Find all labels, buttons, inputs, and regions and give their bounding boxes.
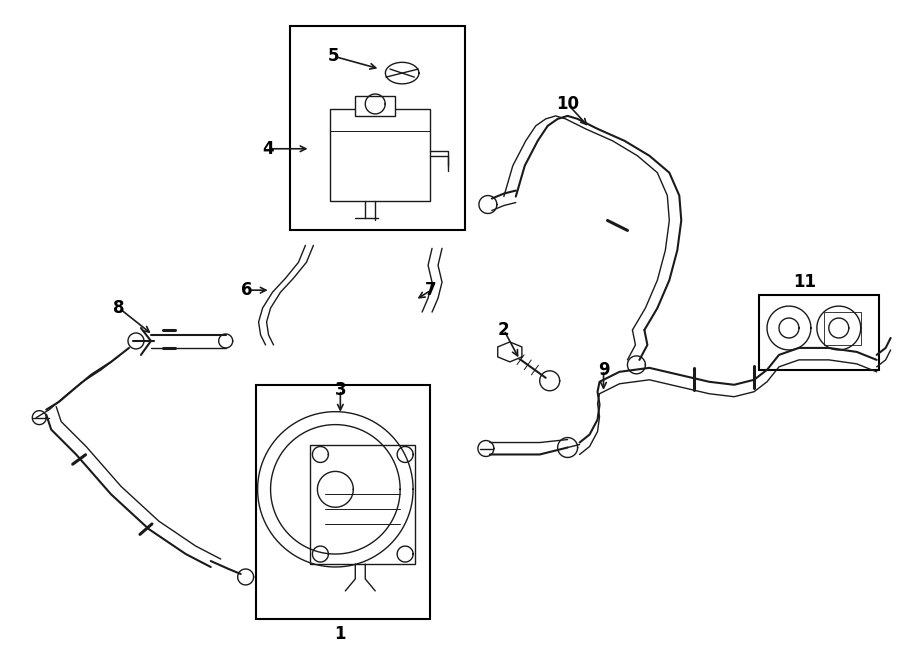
Bar <box>310 444 415 564</box>
Text: 6: 6 <box>241 281 252 299</box>
Polygon shape <box>498 342 522 362</box>
Bar <box>291 26 465 231</box>
Polygon shape <box>385 62 418 84</box>
Text: 8: 8 <box>113 299 125 317</box>
Text: 10: 10 <box>556 95 579 113</box>
Text: 3: 3 <box>335 381 346 399</box>
Bar <box>330 109 430 200</box>
Text: 7: 7 <box>425 281 436 299</box>
Bar <box>256 385 430 619</box>
Text: 4: 4 <box>262 139 274 158</box>
Bar <box>356 96 395 116</box>
Bar <box>824 312 860 345</box>
Text: 11: 11 <box>794 273 816 292</box>
Text: 2: 2 <box>498 321 509 339</box>
Bar <box>759 295 878 370</box>
Text: 5: 5 <box>328 47 339 65</box>
Text: 9: 9 <box>598 361 609 379</box>
Text: 1: 1 <box>335 625 346 642</box>
